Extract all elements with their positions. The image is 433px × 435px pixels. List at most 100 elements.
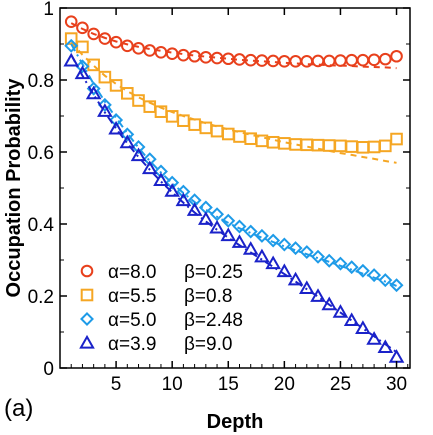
data-point [231,234,248,248]
legend-marker [80,264,94,278]
data-point [87,58,100,72]
data-point [378,273,393,288]
data-point [165,47,179,61]
data-point [141,160,158,175]
data-point [130,147,147,162]
y-tick-label: 0.6 [28,143,54,164]
data-point [85,85,102,100]
data-point [288,241,303,256]
legend-beta: β=9.0 [184,334,232,355]
data-point [186,202,203,216]
data-point [109,79,123,92]
data-point [143,44,157,57]
data-point [119,134,136,149]
data-point [300,138,314,152]
data-point [355,320,371,334]
y-tick-label: 1 [43,0,54,20]
series-4 [63,52,405,363]
data-point [108,120,124,135]
data-point [300,54,314,68]
data-point [176,184,191,199]
data-point [64,15,78,28]
data-point [278,54,291,68]
series-2 [64,32,403,164]
data-point [243,224,258,239]
data-point [142,152,157,167]
legend-marker [80,312,94,326]
y-axis-title: Occupation Probability [3,78,25,298]
data-point [64,38,79,53]
data-point [63,52,80,67]
data-point [343,312,360,327]
legend: α=8.0 β=0.25 α=5.5 β=0.8 α=5.0 β=2.48 α=3.9 β=9… [79,262,243,355]
data-point [287,271,304,286]
data-point [97,103,113,117]
data-point [356,53,370,67]
x-tick-label: 10 [162,374,183,395]
data-point [277,237,292,252]
data-point [177,48,190,62]
data-point [132,94,145,107]
data-point [344,260,359,275]
data-point [377,339,394,354]
data-point [322,253,337,268]
x-tick-label: 20 [274,374,295,395]
data-point [242,241,259,255]
data-point [379,52,392,66]
data-point [254,248,270,263]
data-point [299,245,314,260]
legend-alpha: α=3.9 [108,334,157,355]
data-point [74,65,91,80]
data-point [131,139,146,154]
data-point [266,233,281,248]
legend-alpha: α=8.0 [108,262,157,283]
data-point [254,228,269,243]
legend-marker [80,288,94,302]
data-point [76,40,89,54]
legend-beta: β=2.48 [184,310,243,331]
data-point [379,139,392,153]
data-point [332,304,349,318]
data-point [154,45,168,59]
y-tick-label: 0.2 [28,287,54,308]
data-point [220,227,237,242]
data-point [311,249,325,264]
data-point [221,127,235,141]
data-point [276,263,293,278]
y-tick-label: 0 [43,359,54,380]
data-point [199,121,213,135]
legend-alpha: α=5.5 [108,286,157,307]
data-point [311,54,325,68]
data-point [120,127,135,142]
x-tick-label: 5 [111,374,122,395]
data-point [333,256,348,271]
data-point [289,54,302,68]
data-point [390,132,403,146]
data-point [367,53,381,67]
y-tick-label: 0.4 [28,215,55,236]
data-point [87,27,100,41]
data-point [97,97,112,112]
series-1 [64,15,403,70]
data-point [121,39,134,53]
data-point [345,140,358,153]
data-point [164,183,180,197]
data-point [367,268,382,283]
x-axis-title: Depth [207,411,264,433]
data-point [366,331,382,345]
data-point [209,219,225,234]
x-tick-label: 30 [386,374,407,395]
legend-marker [79,334,95,349]
data-point [310,288,326,302]
data-point [345,53,358,67]
data-point [298,280,315,295]
data-point [198,211,214,225]
x-tick-label: 15 [218,374,239,395]
data-point [356,141,370,154]
data-point [334,54,347,67]
legend-beta: β=0.8 [184,286,232,307]
data-point [355,263,370,278]
data-point [321,296,338,311]
data-point [334,139,347,153]
data-point [210,207,225,222]
